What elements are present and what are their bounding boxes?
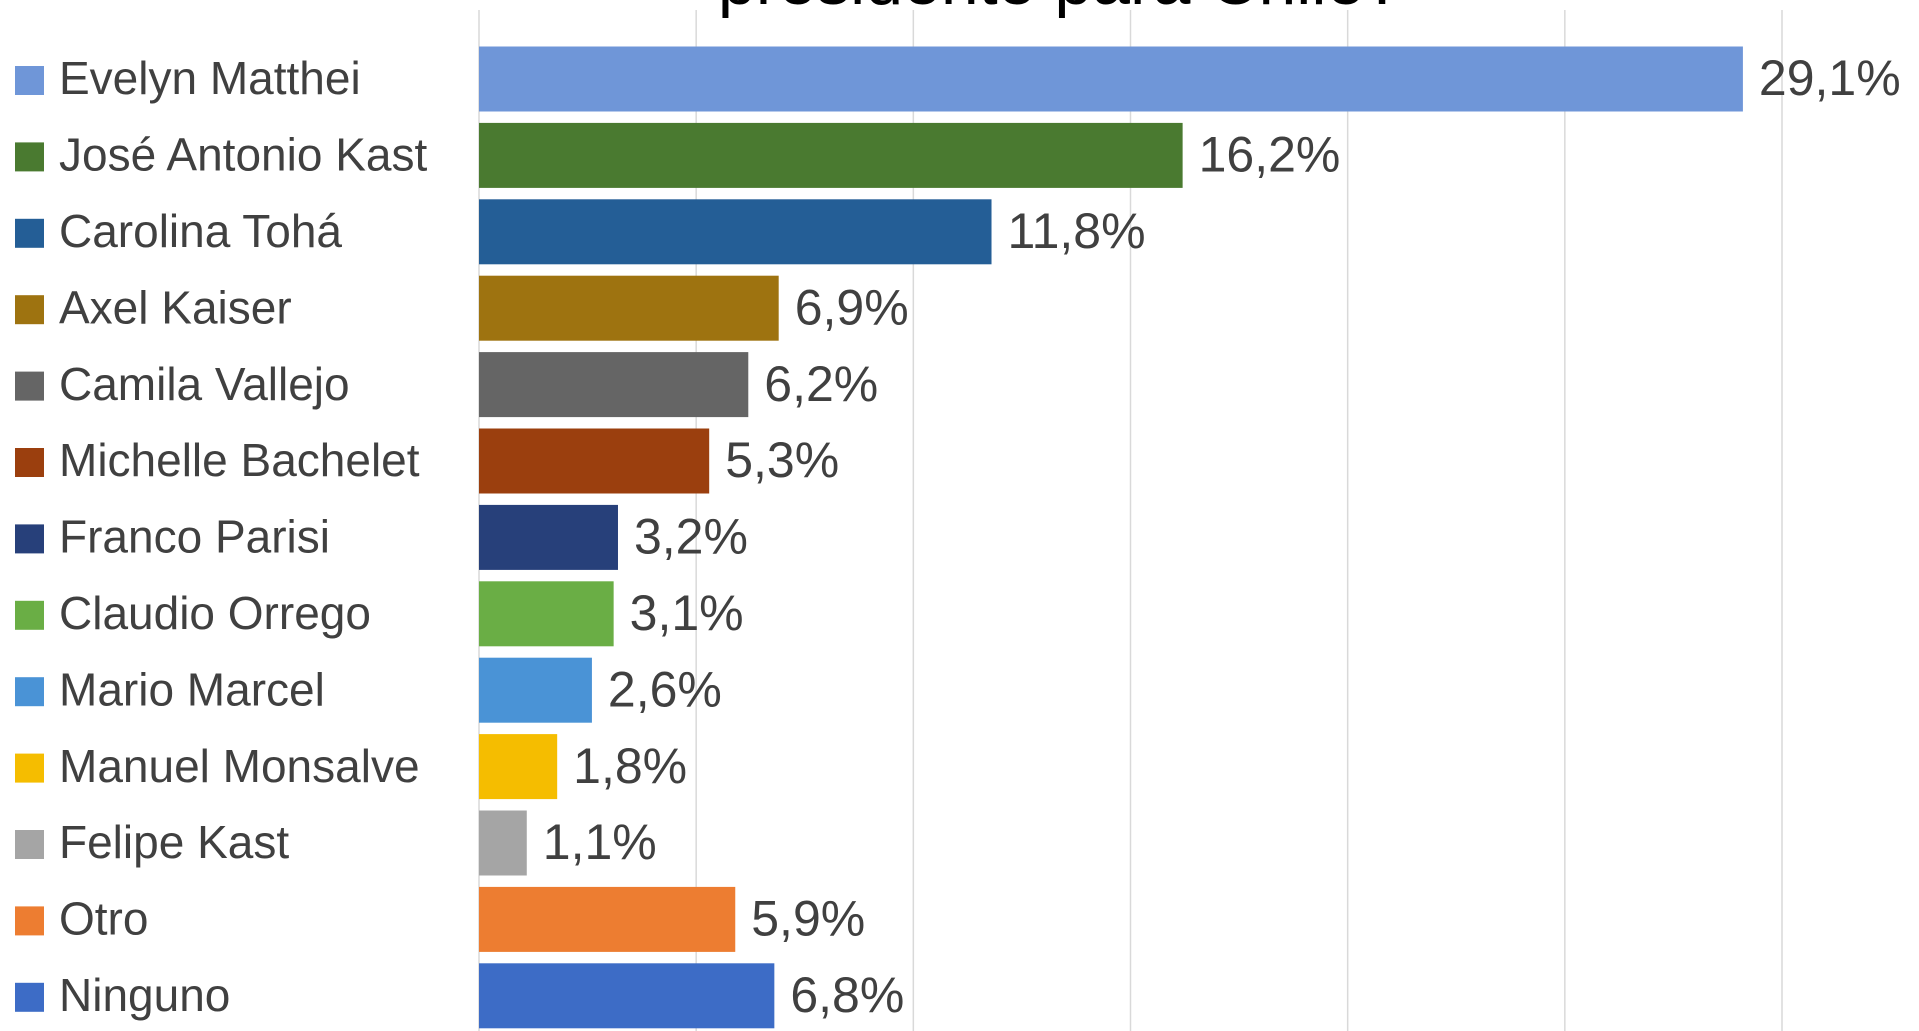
value-label: 1,1%: [543, 814, 657, 870]
legend-swatch: [15, 448, 44, 477]
value-label: 29,1%: [1759, 50, 1901, 106]
value-label: 6,8%: [790, 967, 904, 1023]
legend-label: Michelle Bachelet: [59, 434, 420, 486]
legend-label: Camila Vallejo: [59, 358, 350, 410]
value-label: 5,9%: [751, 891, 865, 947]
bar: [479, 275, 779, 341]
legend-label: Ninguno: [59, 969, 230, 1021]
legend-label: Otro: [59, 893, 148, 945]
chart-title: presidente para Chile?: [718, 0, 1402, 19]
legend-swatch: [15, 982, 44, 1012]
value-label: 5,3%: [725, 432, 839, 488]
legend-label: Mario Marcel: [59, 663, 325, 715]
bar: [479, 810, 527, 876]
legend-label: Carolina Tohá: [59, 205, 342, 257]
legend-label: José Antonio Kast: [59, 129, 427, 181]
legend-swatch: [15, 218, 44, 248]
bar: [479, 199, 992, 265]
bar: [479, 352, 749, 418]
value-label: 1,8%: [573, 738, 687, 794]
legend-swatch: [15, 830, 44, 859]
bar: [479, 734, 558, 800]
bar: [479, 581, 614, 647]
legend-swatch: [15, 371, 44, 401]
legend-swatch: [15, 295, 44, 325]
value-label: 6,9%: [795, 279, 909, 335]
bar: [479, 122, 1183, 188]
value-label: 2,6%: [608, 661, 722, 717]
legend-label: Manuel Monsalve: [59, 740, 420, 792]
value-label: 6,2%: [764, 356, 878, 412]
legend-label: Claudio Orrego: [59, 587, 371, 639]
value-label: 3,1%: [630, 585, 744, 641]
legend-swatch: [15, 66, 44, 95]
legend-swatch: [15, 906, 44, 936]
legend-swatch: [15, 600, 44, 630]
legend-swatch: [15, 142, 44, 172]
bar: [479, 963, 775, 1029]
bar: [479, 428, 710, 494]
bar: [479, 657, 592, 723]
legend-label: Evelyn Matthei: [59, 52, 361, 104]
legend-label: Franco Parisi: [59, 511, 330, 563]
bar: [479, 886, 736, 952]
value-label: 16,2%: [1199, 127, 1341, 183]
legend-swatch: [15, 524, 44, 554]
bar: [479, 46, 1743, 112]
legend-label: Felipe Kast: [59, 816, 289, 868]
value-label: 11,8%: [1008, 203, 1146, 259]
legend-label: Axel Kaiser: [59, 281, 292, 333]
value-label: 3,2%: [634, 509, 748, 565]
legend-swatch: [15, 677, 44, 707]
bar: [479, 504, 618, 570]
legend-swatch: [15, 753, 44, 783]
